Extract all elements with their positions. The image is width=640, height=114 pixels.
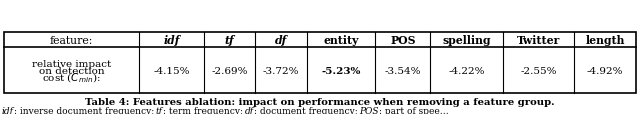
Text: : term frequency;: : term frequency; [163, 106, 244, 114]
Text: df: df [244, 106, 254, 114]
Text: tf: tf [156, 106, 163, 114]
Text: -4.15%: -4.15% [153, 66, 189, 75]
Bar [4, 33, 636, 93]
Text: : inverse document frequency;: : inverse document frequency; [14, 106, 156, 114]
Text: -4.22%: -4.22% [449, 66, 485, 75]
Text: POS: POS [390, 35, 415, 46]
Text: -2.69%: -2.69% [211, 66, 248, 75]
Text: -2.55%: -2.55% [520, 66, 557, 75]
Text: idf: idf [2, 106, 14, 114]
Text: on detection: on detection [39, 66, 104, 75]
Text: Twitter: Twitter [517, 35, 560, 46]
Text: feature:: feature: [50, 36, 93, 45]
Text: spelling: spelling [443, 35, 491, 46]
Text: -5.23%: -5.23% [321, 66, 361, 75]
Text: -3.54%: -3.54% [385, 66, 421, 75]
Text: -3.72%: -3.72% [263, 66, 300, 75]
Text: df: df [275, 35, 287, 46]
Text: : document frequency;: : document frequency; [254, 106, 360, 114]
Text: entity: entity [323, 35, 359, 46]
Text: : part of spee…: : part of spee… [379, 106, 449, 114]
Text: -4.92%: -4.92% [587, 66, 623, 75]
Text: relative impact: relative impact [32, 59, 111, 68]
Text: Table 4: Features ablation: impact on performance when removing a feature group.: Table 4: Features ablation: impact on pe… [85, 98, 555, 107]
Text: length: length [585, 35, 625, 46]
Text: idf: idf [163, 35, 180, 46]
Text: cost ($C_{min}$):: cost ($C_{min}$): [42, 71, 101, 84]
Text: POS: POS [360, 106, 379, 114]
Text: tf: tf [225, 35, 234, 46]
